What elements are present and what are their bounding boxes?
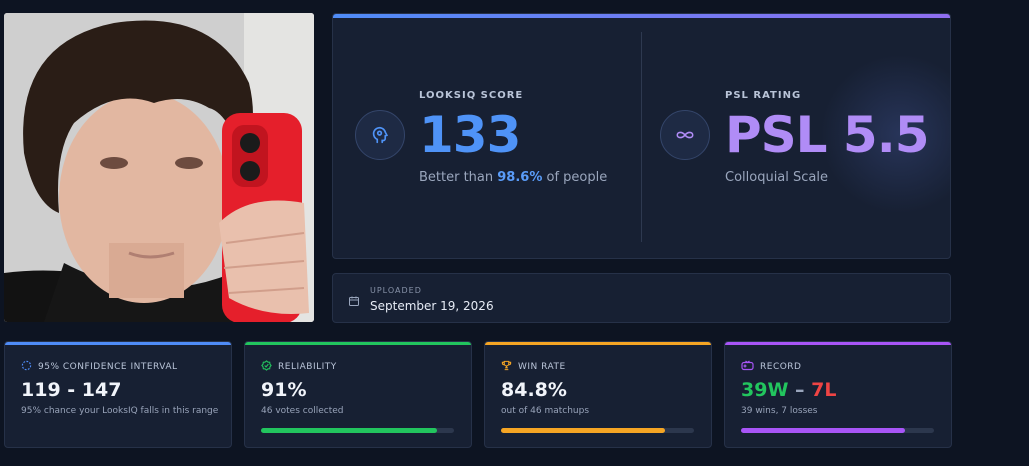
confidence-label: 95% CONFIDENCE INTERVAL — [38, 362, 178, 372]
reliability-card: RELIABILITY 91% 46 votes collected — [244, 341, 472, 448]
circle-dashed-icon — [21, 360, 32, 374]
record-accent-bar — [725, 342, 951, 345]
score-card-glow — [820, 54, 950, 214]
score-card-accent-bar — [333, 14, 950, 18]
gamepad-icon — [741, 360, 754, 374]
looksiq-score-value: 133 — [419, 106, 521, 164]
win-rate-progress-fill — [501, 428, 665, 433]
confidence-value: 119 - 147 — [21, 379, 122, 401]
calendar-icon — [348, 292, 360, 311]
psl-rating-value: PSL 5.5 — [725, 106, 929, 164]
reliability-progress-fill — [261, 428, 437, 433]
infinity-icon — [660, 110, 710, 160]
reliability-progress-track — [261, 428, 454, 433]
upload-card: UPLOADED September 19, 2026 — [332, 273, 951, 323]
reliability-label: RELIABILITY — [278, 362, 337, 372]
profile-photo — [4, 13, 314, 322]
shield-check-icon — [261, 360, 272, 374]
confidence-accent-bar — [5, 342, 231, 345]
score-card-divider — [641, 32, 642, 242]
psl-scale-note: Colloquial Scale — [725, 170, 828, 185]
record-value: 39W – 7L — [741, 379, 836, 401]
reliability-value: 91% — [261, 379, 307, 401]
win-rate-label: WIN RATE — [518, 362, 566, 372]
win-rate-progress-track — [501, 428, 694, 433]
looksiq-metric: LOOKSIQ SCORE 133 Better than 98.6% of p… — [333, 14, 641, 258]
win-rate-desc: out of 46 matchups — [501, 406, 590, 416]
reliability-accent-bar — [245, 342, 471, 345]
reliability-desc: 46 votes collected — [261, 406, 344, 416]
confidence-interval-card: 95% CONFIDENCE INTERVAL 119 - 147 95% ch… — [4, 341, 232, 448]
uploaded-date: September 19, 2026 — [370, 299, 494, 313]
record-losses: 7L — [811, 379, 837, 401]
uploaded-label: UPLOADED — [370, 286, 422, 295]
record-desc: 39 wins, 7 losses — [741, 406, 818, 416]
record-wins: 39W — [741, 379, 789, 401]
brain-gear-icon — [355, 110, 405, 160]
record-separator: – — [788, 379, 812, 401]
psl-label: PSL RATING — [725, 90, 802, 101]
record-label: RECORD — [760, 362, 802, 372]
score-card: LOOKSIQ SCORE 133 Better than 98.6% of p… — [332, 13, 951, 259]
confidence-desc: 95% chance your LooksIQ falls in this ra… — [21, 406, 219, 416]
record-card: RECORD 39W – 7L 39 wins, 7 losses — [724, 341, 952, 448]
psl-metric: PSL RATING PSL 5.5 Colloquial Scale — [642, 14, 950, 258]
trophy-icon — [501, 360, 512, 374]
win-rate-value: 84.8% — [501, 379, 567, 401]
win-rate-card: WIN RATE 84.8% out of 46 matchups — [484, 341, 712, 448]
looksiq-label: LOOKSIQ SCORE — [419, 90, 524, 101]
percentile-value: 98.6% — [497, 170, 543, 185]
record-progress-track — [741, 428, 934, 433]
win-rate-accent-bar — [485, 342, 711, 345]
record-progress-fill — [741, 428, 905, 433]
looksiq-percentile: Better than 98.6% of people — [419, 170, 608, 185]
